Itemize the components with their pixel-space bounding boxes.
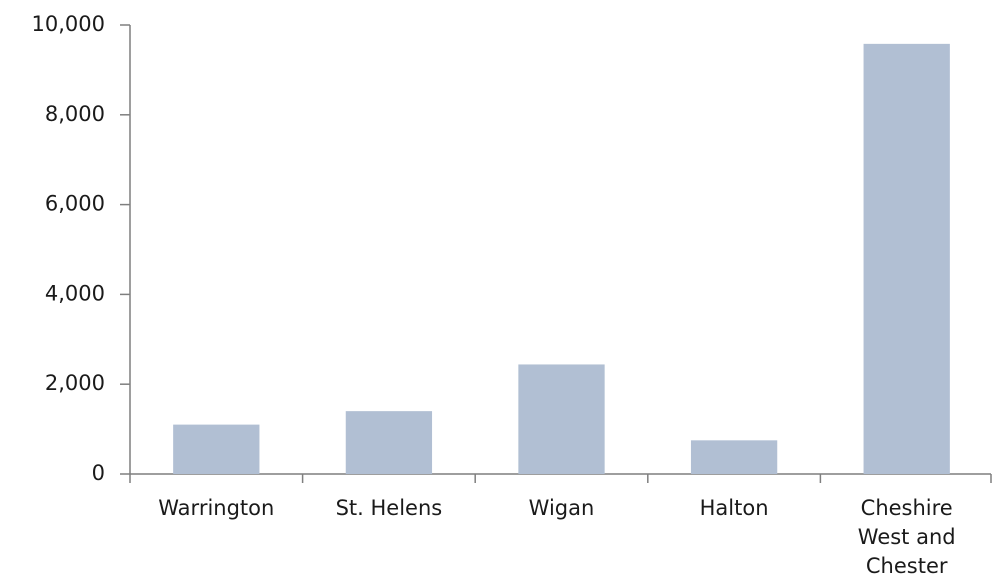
bar	[863, 43, 950, 474]
y-tick-label: 6,000	[45, 192, 105, 216]
bar	[173, 424, 260, 474]
y-tick-label: 4,000	[45, 281, 105, 305]
y-tick-label: 2,000	[45, 371, 105, 395]
y-tick-label: 10,000	[32, 12, 105, 36]
x-tick-label: St. Helens	[336, 496, 443, 520]
bar	[690, 440, 778, 474]
bar	[518, 364, 605, 474]
x-tick-label: Warrington	[158, 496, 274, 520]
x-tick-label: Cheshire West and Chester	[858, 496, 956, 578]
x-tick-label: Halton	[700, 496, 769, 520]
bar	[345, 411, 433, 474]
y-tick-label: 0	[92, 461, 105, 485]
x-tick-label: Wigan	[529, 496, 595, 520]
y-tick-label: 8,000	[45, 102, 105, 126]
